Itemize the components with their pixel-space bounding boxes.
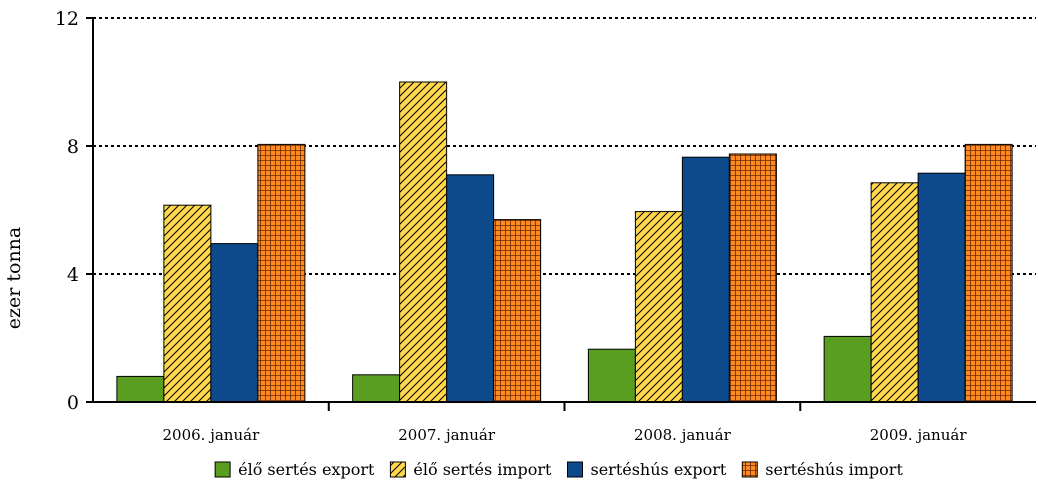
bar: [870, 182, 919, 403]
legend-label: élő sertés import: [413, 460, 552, 479]
axes: [86, 17, 1036, 411]
legend-swatch: [741, 461, 758, 478]
bar: [917, 172, 966, 403]
x-tick-label: 2009. január: [870, 426, 968, 444]
bar: [352, 374, 401, 403]
bars: [116, 81, 1013, 403]
legend-label: élő sertés export: [238, 460, 375, 479]
bar: [823, 335, 872, 403]
bar: [728, 153, 777, 403]
bar: [210, 243, 259, 403]
legend-swatch: [214, 461, 231, 478]
tick-labels: 0 4 8 12 2006. január 2007. január 2008. januá…: [55, 8, 968, 444]
y-tick-label: 8: [67, 136, 79, 158]
legend-swatch: [389, 461, 406, 478]
bar: [587, 348, 636, 403]
bar: [116, 375, 165, 403]
bar: [681, 156, 730, 403]
bar: [493, 219, 542, 403]
bar: [964, 143, 1013, 403]
bar: [446, 174, 495, 403]
y-tick-label: 12: [55, 8, 79, 30]
bar: [634, 211, 683, 403]
legend-label: sertéshús import: [765, 460, 903, 479]
bar: [163, 204, 212, 403]
bar: [399, 81, 448, 403]
x-tick-label: 2008. január: [634, 426, 732, 444]
legend: élő sertés export élő sertés import sertés…: [214, 460, 903, 479]
legend-label: sertéshús export: [590, 460, 726, 479]
x-tick-label: 2006. január: [163, 426, 261, 444]
y-tick-label: 0: [67, 392, 79, 414]
y-axis-label: ezer tonna: [3, 227, 25, 330]
legend-swatch: [566, 461, 583, 478]
y-tick-label: 4: [67, 264, 79, 286]
x-tick-label: 2007. január: [398, 426, 496, 444]
bar: [257, 143, 306, 403]
